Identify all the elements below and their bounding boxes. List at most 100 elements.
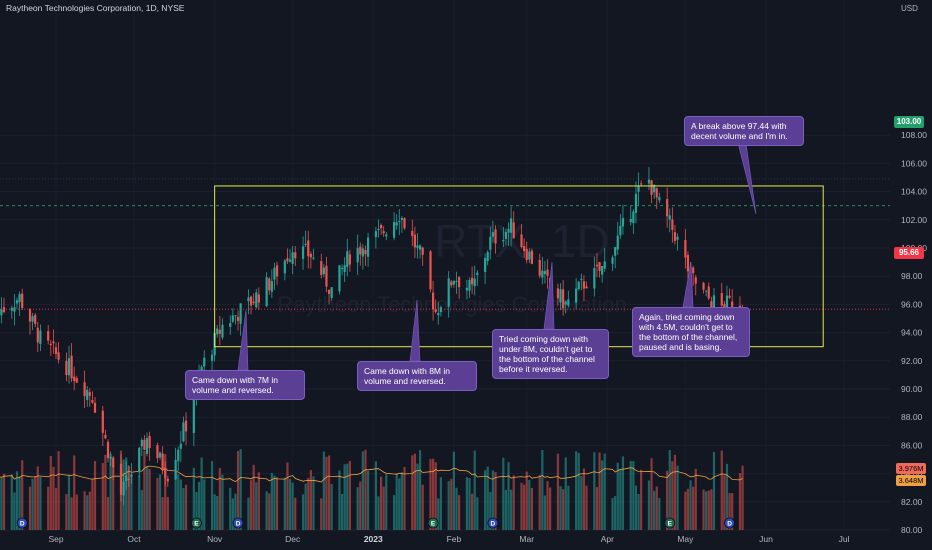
- earnings-marker[interactable]: E: [191, 517, 202, 529]
- watermark-name: Raytheon Technologies Corporation: [277, 292, 626, 317]
- volume-bar: [200, 457, 203, 530]
- volume-bar: [86, 495, 89, 530]
- candle-body: [437, 313, 440, 316]
- candle-body: [382, 231, 385, 234]
- annotation-note-4[interactable]: Again, tried coming down with 4.5M, coul…: [632, 307, 750, 357]
- candle-body: [28, 309, 32, 322]
- candle-body: [705, 290, 708, 292]
- volume-bar: [338, 470, 341, 530]
- candle-body: [127, 478, 130, 480]
- candle-body: [200, 366, 203, 373]
- volume-bar: [322, 451, 325, 530]
- candle-body: [15, 300, 19, 304]
- candle-body: [86, 389, 89, 400]
- candle-body: [156, 445, 159, 459]
- dividend-marker[interactable]: D: [487, 517, 499, 529]
- candle-body: [309, 253, 312, 258]
- volume-bar: [712, 452, 716, 530]
- volume-bar: [158, 474, 162, 530]
- candle-body: [119, 463, 123, 495]
- candle-body: [218, 329, 221, 334]
- candle-body: [304, 243, 307, 245]
- candle-body: [47, 331, 50, 341]
- annotation-note-5[interactable]: A break above 97.44 with decent volume a…: [684, 116, 804, 146]
- candle-body: [575, 288, 578, 303]
- candle-body: [10, 307, 13, 311]
- candle-body: [676, 236, 679, 240]
- candle-body: [231, 315, 234, 322]
- volume-bar: [559, 486, 562, 530]
- candle-body: [710, 301, 713, 309]
- candle-body: [70, 355, 73, 379]
- volume-bars: [0, 449, 744, 530]
- volume-bar: [161, 497, 164, 530]
- candle-body: [538, 259, 541, 276]
- volume-bar: [520, 482, 523, 530]
- volume-bar: [312, 476, 315, 530]
- volume-bar: [621, 456, 625, 530]
- annotation-note-1[interactable]: Came down with 7M in volume and reversed…: [185, 370, 305, 400]
- svg-text:D: D: [491, 520, 496, 527]
- volume-bar: [676, 465, 679, 530]
- candle-body: [143, 439, 146, 450]
- candle-body: [577, 281, 580, 290]
- time-tick-label: Oct: [127, 534, 141, 544]
- candle-body: [294, 252, 297, 259]
- candle-body: [616, 235, 619, 250]
- candle-body: [184, 420, 188, 432]
- candle-body: [286, 258, 289, 262]
- candle-body: [650, 180, 653, 195]
- volume-bar: [255, 482, 258, 530]
- volume-bar: [366, 470, 370, 530]
- candle-body: [270, 281, 273, 292]
- time-tick-label: May: [677, 534, 694, 544]
- candle-body: [421, 247, 424, 255]
- candle-body: [647, 179, 651, 184]
- candle-body: [564, 301, 567, 305]
- volume-bar: [364, 449, 367, 530]
- candle-body: [377, 229, 380, 231]
- volume-bar: [476, 497, 479, 530]
- volume-bar: [34, 476, 37, 530]
- candle-body: [192, 398, 195, 433]
- candle-body: [582, 281, 586, 289]
- candle-body: [130, 474, 133, 477]
- candle-body: [320, 261, 323, 276]
- volume-bar: [637, 493, 640, 530]
- candle-body: [507, 228, 510, 233]
- time-tick-label: Nov: [207, 534, 223, 544]
- candle-body: [221, 324, 224, 338]
- dividend-marker[interactable]: D: [232, 517, 244, 529]
- svg-text:E: E: [668, 520, 673, 527]
- candle-body: [366, 237, 370, 257]
- volume-bar: [640, 469, 643, 530]
- volume-bar: [507, 462, 510, 530]
- candle-body: [725, 295, 729, 313]
- candle-body: [21, 293, 24, 308]
- volume-bar: [395, 473, 398, 530]
- annotation-note-2[interactable]: Came down with 8M in volume and reversed…: [357, 361, 477, 391]
- candle-body: [632, 211, 635, 224]
- volume-bar: [731, 493, 734, 530]
- volume-bar: [619, 469, 622, 530]
- candle-body: [431, 292, 435, 310]
- volume-bar: [291, 482, 294, 530]
- volume-bar: [379, 476, 383, 530]
- candle-body: [562, 289, 565, 309]
- volume-bar: [127, 466, 130, 530]
- candle-body: [530, 250, 534, 264]
- volume-bar: [629, 461, 632, 530]
- annotation-note-3[interactable]: Tried coming down with under 8M, couldn'…: [492, 329, 609, 379]
- volume-bar: [288, 478, 292, 530]
- earnings-marker[interactable]: E: [427, 517, 439, 529]
- candle-body: [637, 185, 640, 192]
- dividend-marker[interactable]: D: [724, 517, 735, 529]
- candle-body: [104, 434, 107, 439]
- candle-body: [52, 341, 55, 344]
- earnings-marker[interactable]: E: [664, 517, 676, 529]
- volume-bar: [421, 484, 424, 530]
- time-tick-label: Dec: [285, 534, 301, 544]
- dividend-marker[interactable]: D: [16, 517, 28, 529]
